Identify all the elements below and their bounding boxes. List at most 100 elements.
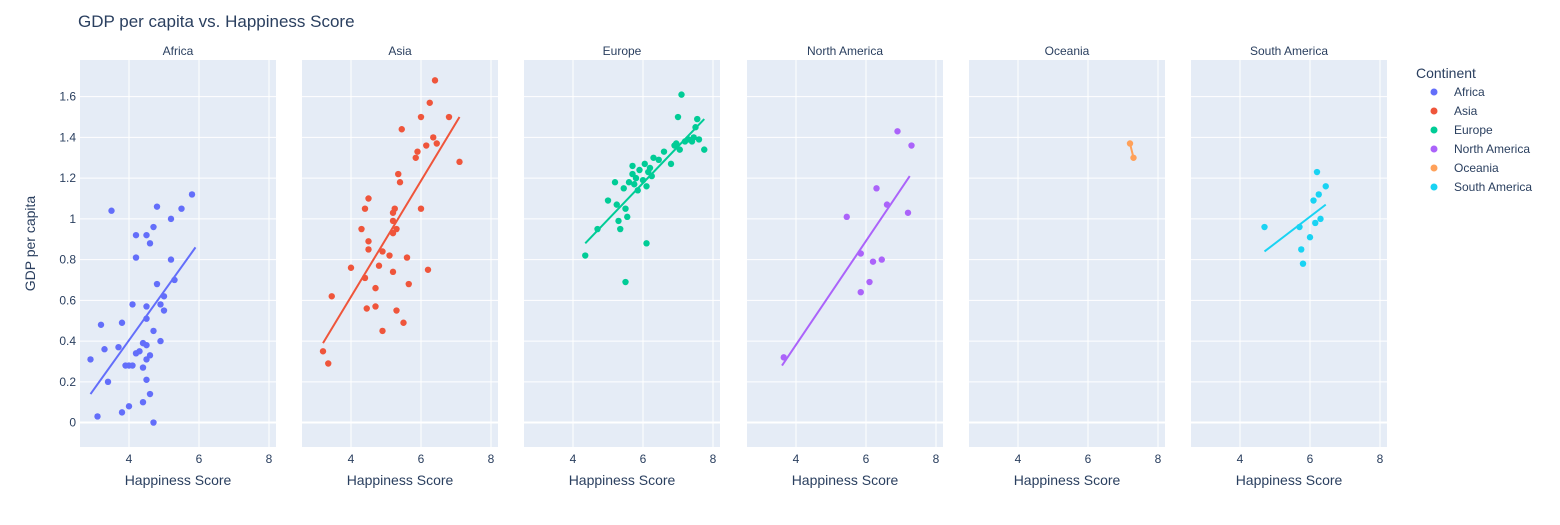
data-point xyxy=(389,217,397,225)
data-point xyxy=(393,225,400,233)
data-point xyxy=(676,146,683,153)
data-point xyxy=(1312,219,1319,227)
data-point xyxy=(115,343,122,351)
data-point xyxy=(1322,183,1329,190)
x-tick-label: 4 xyxy=(570,452,577,466)
data-point xyxy=(167,256,175,263)
data-point xyxy=(1313,168,1321,176)
data-point xyxy=(1310,197,1317,204)
data-point xyxy=(615,217,622,225)
data-point xyxy=(625,179,633,186)
x-tick-label: 8 xyxy=(1155,452,1162,466)
x-tick-label: 8 xyxy=(266,452,273,466)
data-point xyxy=(650,154,657,161)
data-point xyxy=(143,231,150,239)
data-point xyxy=(347,264,355,271)
data-point xyxy=(456,158,463,166)
data-point xyxy=(869,258,877,265)
data-point xyxy=(150,419,157,426)
data-point xyxy=(188,191,196,198)
legend-item-label: South America xyxy=(1454,180,1532,194)
x-tick-label: 8 xyxy=(710,452,717,466)
plot-background xyxy=(1191,60,1387,447)
data-point xyxy=(319,348,327,355)
data-point xyxy=(386,252,393,259)
data-point xyxy=(667,160,675,168)
legend: Continent Africa Asia Europe North America Oc… xyxy=(1416,65,1532,194)
data-point xyxy=(655,156,662,164)
data-point xyxy=(363,305,370,312)
data-point xyxy=(695,136,703,143)
data-point xyxy=(1261,223,1268,231)
y-tick-label: 1 xyxy=(69,212,76,226)
data-point xyxy=(866,278,873,286)
y-tick-label: 0.4 xyxy=(59,334,76,348)
data-point xyxy=(908,142,915,149)
data-point xyxy=(153,203,161,210)
facet-label: North America xyxy=(807,44,883,58)
legend-item-label: North America xyxy=(1454,142,1530,156)
data-point xyxy=(660,148,668,155)
data-point xyxy=(391,205,398,212)
data-point xyxy=(878,256,885,263)
data-point xyxy=(153,280,161,288)
x-tick-label: 8 xyxy=(933,452,940,466)
data-point xyxy=(604,197,612,204)
data-point xyxy=(843,213,850,221)
facet-europe: Europe 4 6 8 Happiness Score xyxy=(524,44,720,488)
data-point xyxy=(143,341,150,349)
plot-background xyxy=(524,60,720,447)
plot-background xyxy=(80,60,276,447)
data-point xyxy=(424,266,432,273)
data-point xyxy=(167,215,175,223)
legend-marker xyxy=(1430,183,1438,191)
y-tick-label: 0 xyxy=(69,416,76,430)
data-point xyxy=(157,337,164,345)
facet-label: Africa xyxy=(163,44,194,58)
data-point xyxy=(613,201,620,208)
legend-item-label: Europe xyxy=(1454,123,1493,137)
y-tick-label: 1.6 xyxy=(59,90,76,104)
data-point xyxy=(678,91,685,98)
legend-marker xyxy=(1430,164,1438,172)
legend-marker xyxy=(1430,107,1438,115)
x-tick-label: 4 xyxy=(126,452,133,466)
data-point xyxy=(365,195,372,202)
trendline xyxy=(1129,143,1135,159)
chart-title: GDP per capita vs. Happiness Score xyxy=(78,12,355,31)
facet-label: South America xyxy=(1250,44,1328,58)
data-point xyxy=(673,140,680,147)
x-tick-label: 4 xyxy=(1015,452,1022,466)
data-point xyxy=(108,207,115,214)
data-point xyxy=(894,128,901,135)
y-tick-label: 1.2 xyxy=(59,171,76,185)
data-point xyxy=(431,77,439,84)
x-tick-label: 6 xyxy=(196,452,203,466)
data-point xyxy=(136,348,143,355)
x-axis-title: Happiness Score xyxy=(1014,472,1121,488)
y-axis-title: GDP per capita xyxy=(22,196,38,292)
y-tick-label: 1.4 xyxy=(59,130,76,144)
data-point xyxy=(143,376,150,383)
data-point xyxy=(611,179,619,186)
x-tick-label: 8 xyxy=(1377,452,1384,466)
x-tick-label: 6 xyxy=(418,452,425,466)
legend-marker xyxy=(1430,88,1438,96)
data-point xyxy=(430,134,437,141)
data-point xyxy=(417,205,425,212)
y-tick-label: 0.6 xyxy=(59,293,76,307)
data-point xyxy=(398,126,405,133)
facet-north-america: North America 4 6 8 Happiness Score xyxy=(747,44,943,488)
data-point xyxy=(132,254,140,261)
data-point xyxy=(1298,246,1305,253)
data-point xyxy=(372,303,379,310)
data-point xyxy=(617,225,624,233)
trendline xyxy=(322,116,461,344)
data-point xyxy=(624,213,631,221)
data-point xyxy=(857,289,864,296)
data-point xyxy=(646,164,654,172)
x-tick-label: 6 xyxy=(863,452,870,466)
x-axis-title: Happiness Score xyxy=(347,472,454,488)
data-point xyxy=(139,364,147,371)
